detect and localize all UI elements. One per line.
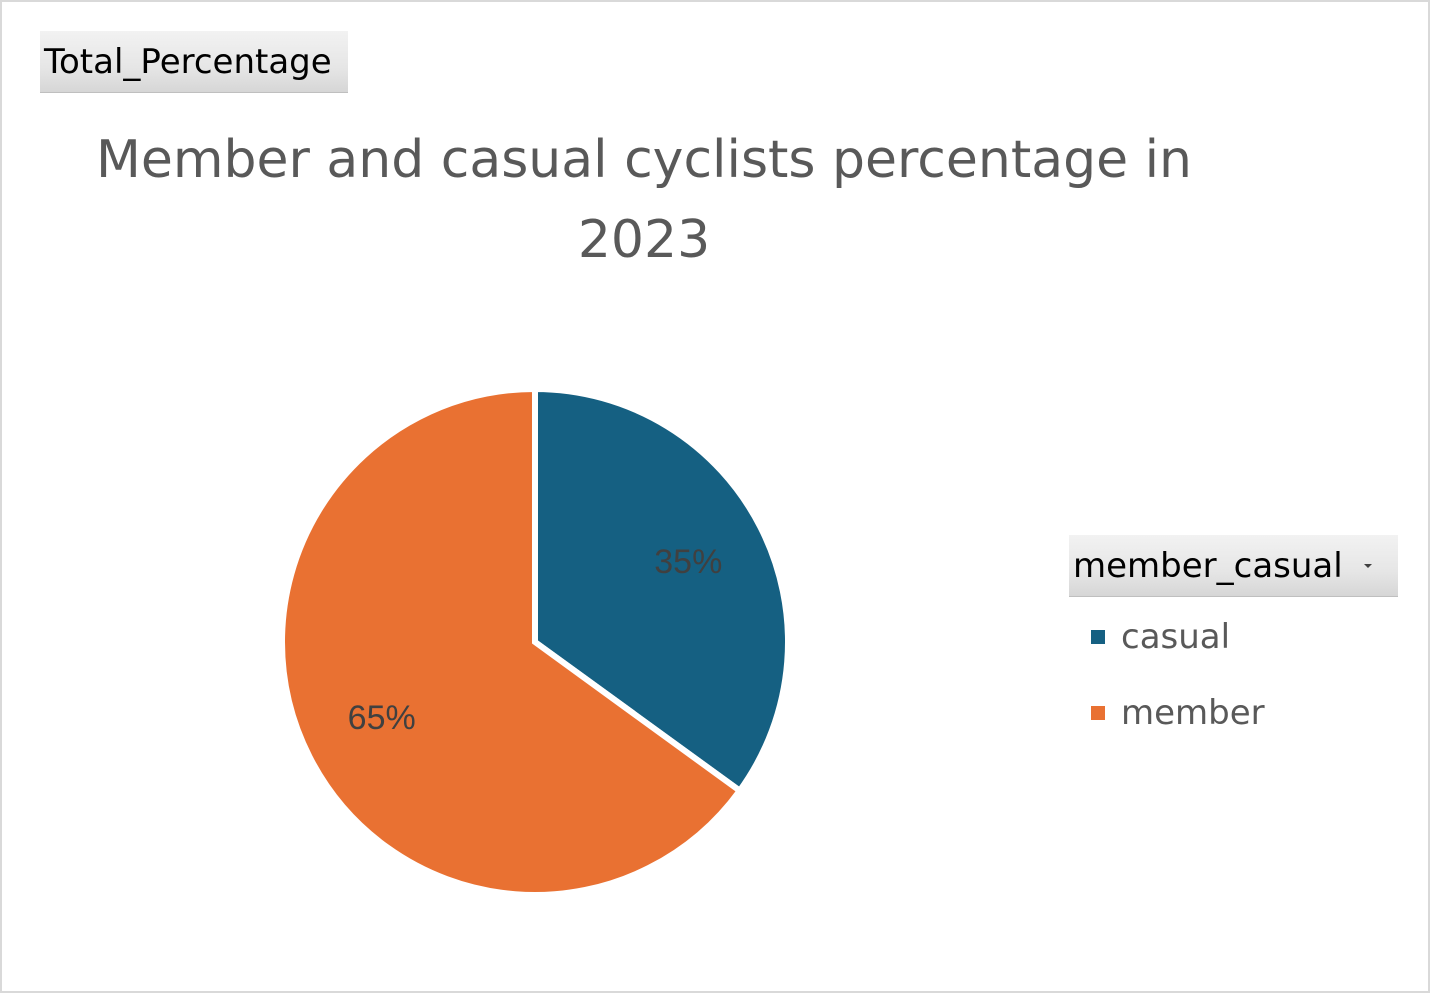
legend-entry-casual[interactable]: casual [1091, 617, 1230, 657]
chart-title: Member and casual cyclists percentage in… [95, 130, 1193, 270]
legend-label-casual: casual [1121, 617, 1231, 657]
dropdown-arrow-icon[interactable] [1364, 564, 1372, 568]
legend-field-label: member_casual [1073, 546, 1343, 586]
legend-field-button[interactable]: member_casual [1069, 535, 1398, 597]
legend-swatch-casual [1091, 630, 1105, 644]
legend-entry-member[interactable]: member [1091, 693, 1265, 733]
legend-swatch-member [1091, 706, 1105, 720]
pie-slice-casual[interactable] [532, 385, 791, 795]
pie-slice-member[interactable] [279, 385, 744, 898]
values-field-button[interactable]: Total_Percentage [40, 31, 348, 93]
data-label-casual: 35% [654, 543, 722, 581]
data-label-member: 65% [348, 699, 416, 737]
legend-label-member: member [1121, 693, 1265, 733]
